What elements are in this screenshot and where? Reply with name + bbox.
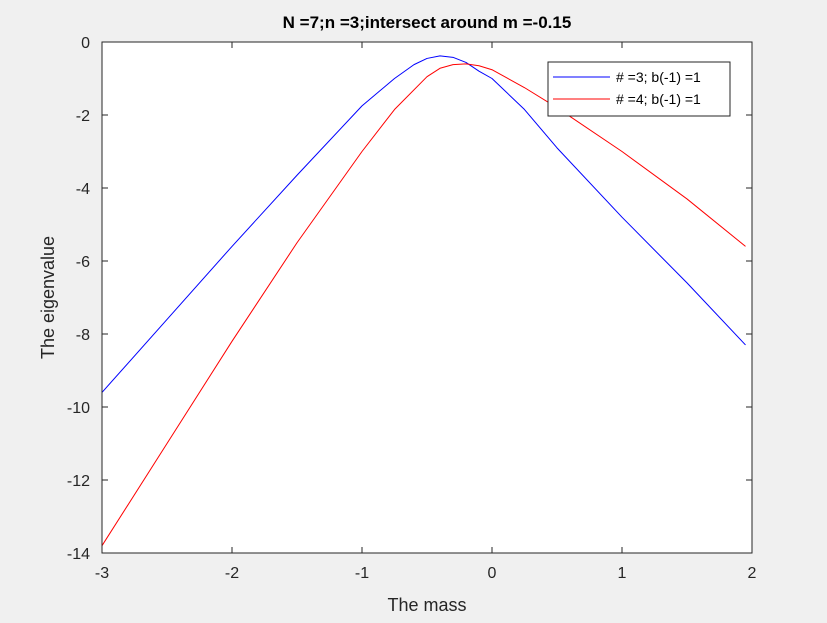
series-line-2 [101,63,746,546]
x-tick-label: 1 [618,565,627,582]
series-lines [101,55,746,546]
plot-area [102,42,752,553]
x-tick-label: -3 [95,565,109,582]
y-tick-label: -10 [67,400,90,417]
x-tick-label: -1 [355,565,369,582]
legend-box [547,61,731,117]
x-tick-label: -2 [225,565,239,582]
legend-entry-2: # =4; b(-1) =1 [616,91,701,107]
y-tick-label: -2 [76,108,90,125]
y-tick-label: -8 [76,327,90,344]
chart-title: N =7;n =3;intersect around m =-0.15 [283,13,572,32]
x-axis-ticks: -3 -2 -1 0 1 2 [95,42,757,582]
y-tick-label: -4 [76,181,90,198]
y-tick-label: -12 [67,473,90,490]
y-axis-ticks: 0 -2 -4 -6 -8 -10 -12 -14 [67,35,752,563]
legend-entry-1: # =3; b(-1) =1 [616,69,701,85]
y-tick-label: -14 [67,546,90,563]
x-tick-label: 0 [488,565,497,582]
axes-box [101,41,753,554]
y-tick-label: -6 [76,254,90,271]
x-axis-label: The mass [387,595,466,615]
series-line-1 [101,55,746,393]
y-tick-label: 0 [81,35,90,52]
x-tick-label: 2 [748,565,757,582]
legend[interactable]: # =3; b(-1) =1 # =4; b(-1) =1 [547,61,731,117]
y-axis-label: The eigenvalue [38,236,58,359]
